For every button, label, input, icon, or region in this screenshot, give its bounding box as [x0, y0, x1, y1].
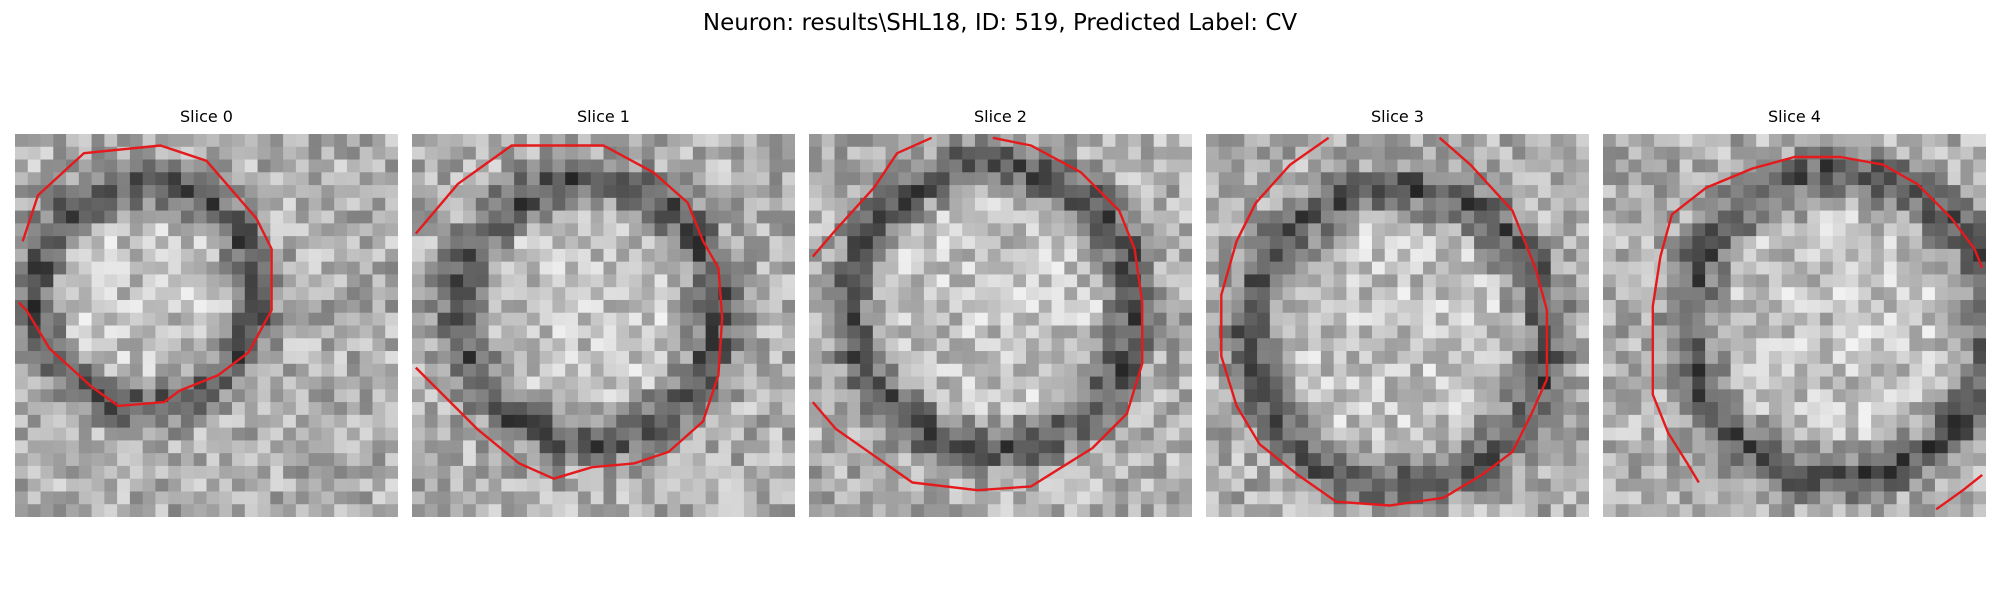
slice-title-2: Slice 2 — [974, 107, 1027, 126]
contour-line-2-1 — [811, 136, 1144, 492]
contour-line-4-1 — [1935, 473, 1983, 511]
slice-image-svg-3 — [1206, 134, 1589, 517]
slice-title-0: Slice 0 — [180, 107, 233, 126]
pixel-grid-3 — [1206, 134, 1589, 517]
slice-image-svg-0 — [15, 134, 398, 517]
slice-image-svg-1 — [412, 134, 795, 517]
figure-title: Neuron: results\SHL18, ID: 519, Predicte… — [702, 10, 1298, 36]
slice-title-4: Slice 4 — [1768, 107, 1821, 126]
pixel-grid-1 — [412, 134, 795, 517]
slice-title-3: Slice 3 — [1371, 107, 1424, 126]
slice-image-svg-2 — [809, 134, 1192, 517]
pixel-grid-0 — [15, 134, 398, 517]
slice-image-4 — [1603, 134, 1986, 517]
pixel-grid-2 — [809, 134, 1192, 517]
contour-line-4-0 — [1651, 155, 1984, 484]
pixel-grid-4 — [1603, 134, 1986, 517]
contour-line-1-0 — [414, 144, 724, 480]
slice-image-0 — [15, 134, 398, 517]
slice-title-1: Slice 1 — [577, 107, 630, 126]
slice-image-3 — [1206, 134, 1589, 517]
slice-image-svg-4 — [1603, 134, 1986, 517]
contour-line-2-0 — [811, 136, 933, 258]
contour-line-0-0 — [17, 144, 273, 408]
contour-line-3-0 — [1220, 136, 1549, 507]
slice-image-2 — [809, 134, 1192, 517]
slice-image-1 — [412, 134, 795, 517]
